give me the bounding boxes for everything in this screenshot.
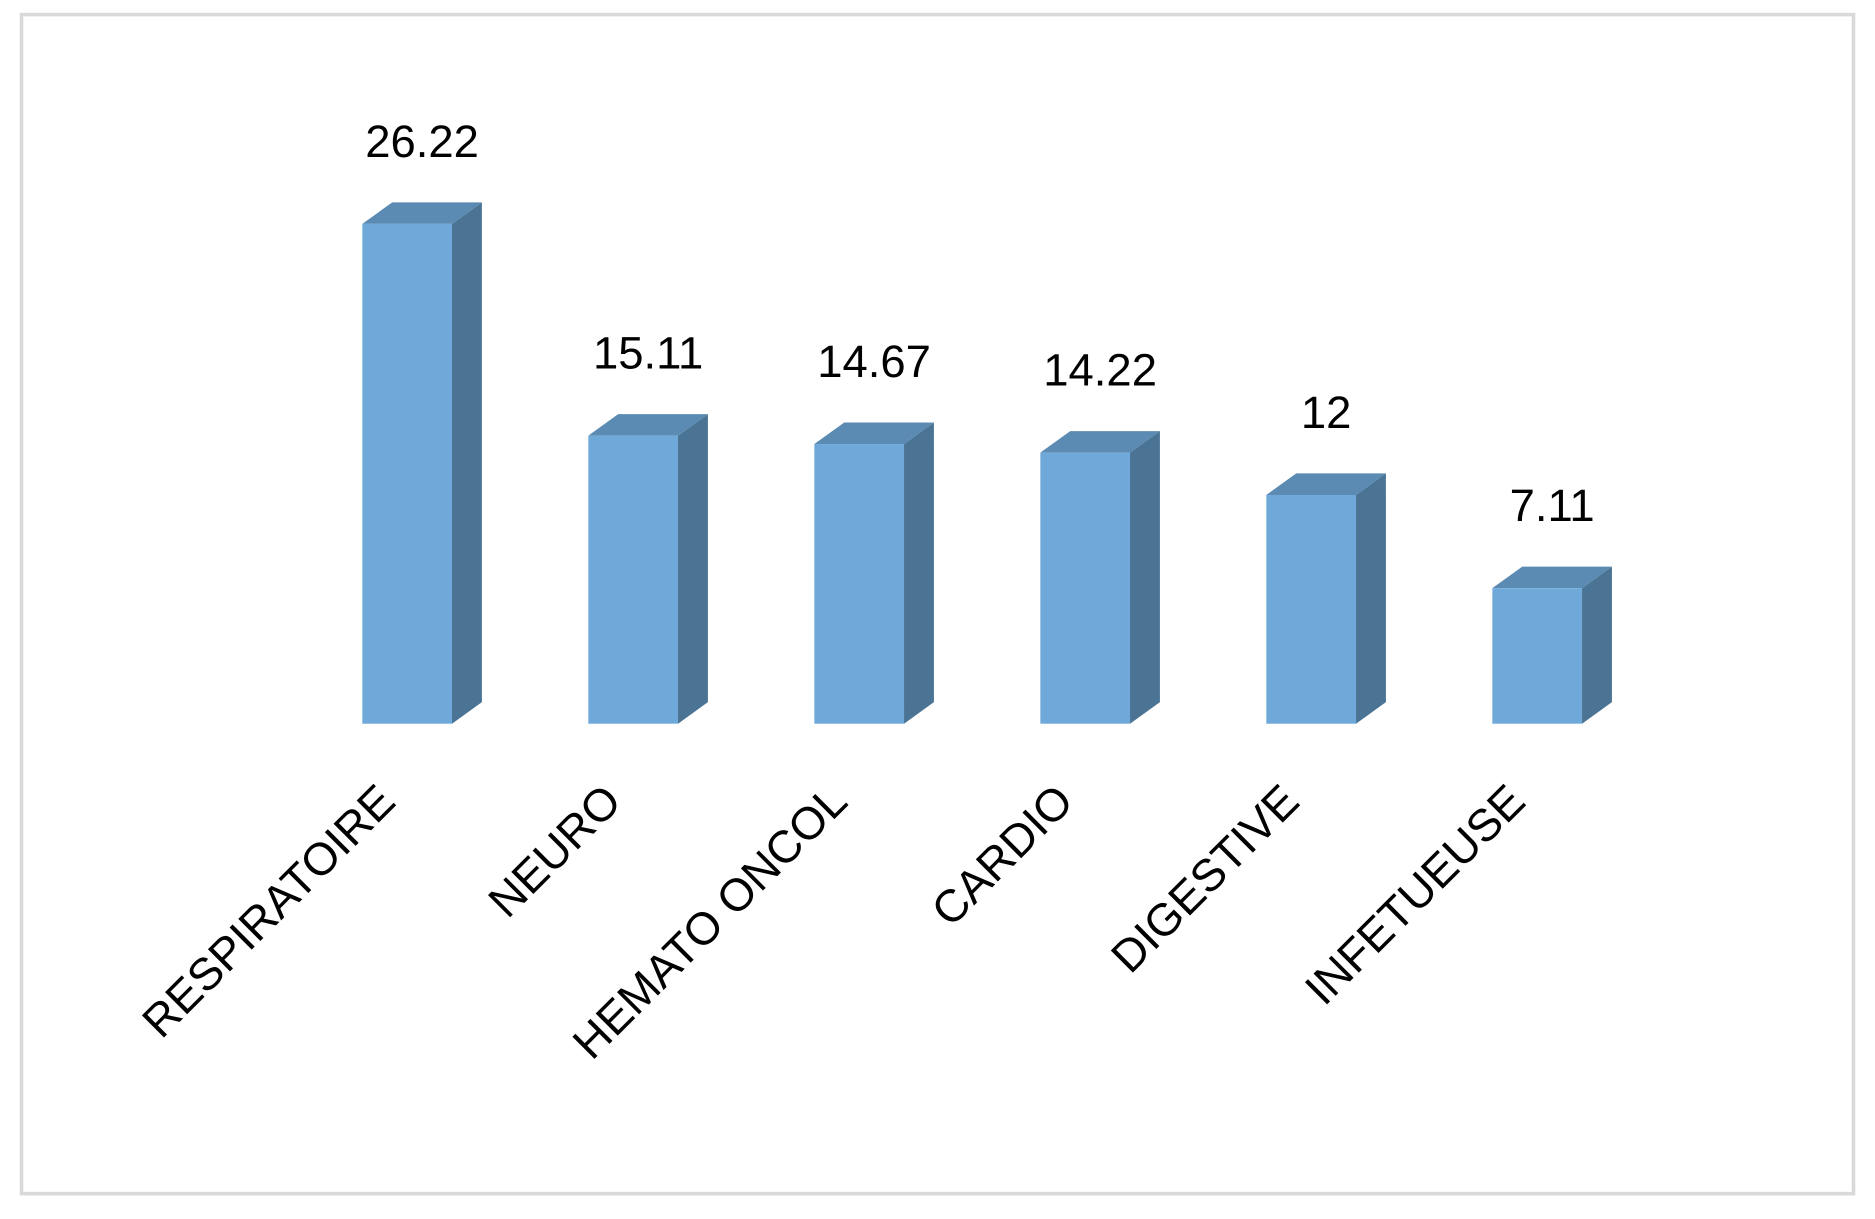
value-label: 26.22	[365, 116, 479, 167]
bar	[588, 435, 679, 724]
bar-side	[452, 202, 482, 724]
bar-top	[588, 414, 708, 436]
value-label: 15.11	[593, 328, 703, 379]
value-label: 7.11	[1510, 480, 1595, 531]
bar	[1040, 452, 1131, 724]
bar	[1266, 494, 1357, 724]
value-label: 12	[1301, 387, 1352, 438]
bar-top	[814, 422, 934, 445]
bar-top	[1266, 473, 1386, 495]
value-label: 14.67	[817, 336, 931, 387]
bar	[1492, 588, 1583, 724]
bar	[362, 223, 453, 724]
bar-side	[1130, 431, 1160, 724]
bar-side	[678, 414, 708, 724]
bar	[814, 444, 905, 724]
bar-top	[1040, 431, 1160, 453]
bar-top	[362, 202, 482, 224]
bar-side	[904, 422, 934, 724]
value-label: 14.22	[1043, 345, 1157, 396]
bar-side	[1356, 473, 1386, 724]
bar-side	[1582, 566, 1612, 724]
bar-top	[1492, 566, 1612, 589]
